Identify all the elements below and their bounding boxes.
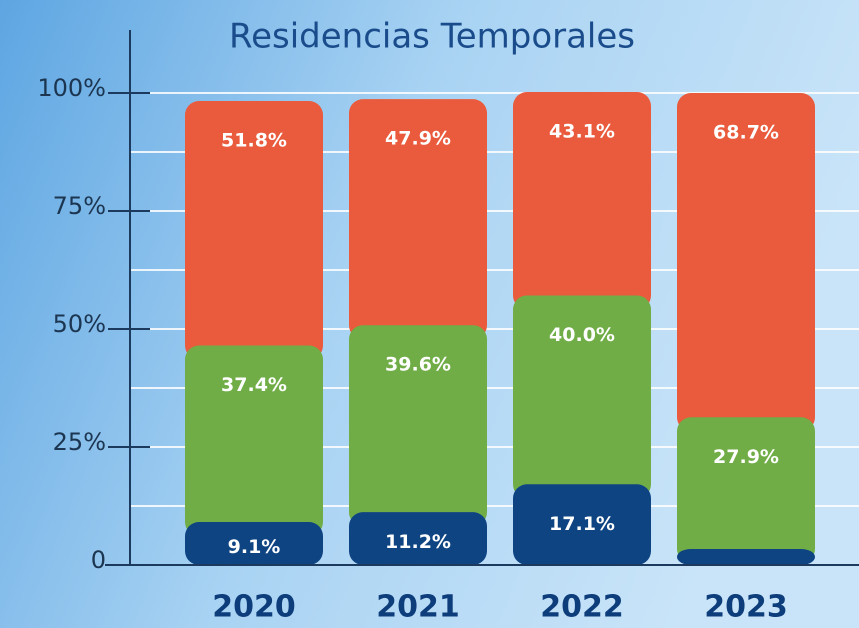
y-tick-label: 25%	[53, 428, 106, 456]
bar-segment	[513, 92, 651, 310]
bar-segment	[677, 93, 815, 432]
value-label: 9.1%	[228, 536, 281, 558]
bar-segment	[349, 99, 487, 340]
bar-segment	[349, 325, 487, 527]
bar-segment	[185, 522, 323, 565]
bar-segment	[185, 345, 323, 537]
bar-segment	[513, 295, 651, 499]
chart-title: Residencias Temporales	[229, 17, 635, 57]
value-label: 47.9%	[385, 128, 451, 150]
value-label: 39.6%	[385, 354, 451, 376]
value-label: 51.8%	[221, 130, 287, 152]
value-label: 17.1%	[549, 513, 615, 535]
value-label: 40.0%	[549, 324, 615, 346]
x-tick-label: 2020	[212, 590, 296, 625]
value-label: 27.9%	[713, 446, 779, 468]
y-tick-label: 0	[91, 546, 106, 574]
x-tick-label: 2021	[376, 590, 460, 625]
value-label: 43.1%	[549, 121, 615, 143]
value-label: 37.4%	[221, 374, 287, 396]
x-tick-label: 2022	[540, 590, 624, 625]
bar-segment	[677, 417, 815, 563]
bar-segment	[185, 101, 323, 360]
y-tick-label: 75%	[53, 192, 106, 220]
bar-segment	[677, 548, 815, 565]
x-tick-label: 2023	[704, 590, 788, 625]
bar-segment	[513, 484, 651, 565]
bar-segment	[349, 512, 487, 565]
value-label: 68.7%	[713, 122, 779, 144]
y-tick-label: 100%	[37, 74, 106, 102]
value-label: 11.2%	[385, 531, 451, 553]
y-tick-label: 50%	[53, 310, 106, 338]
